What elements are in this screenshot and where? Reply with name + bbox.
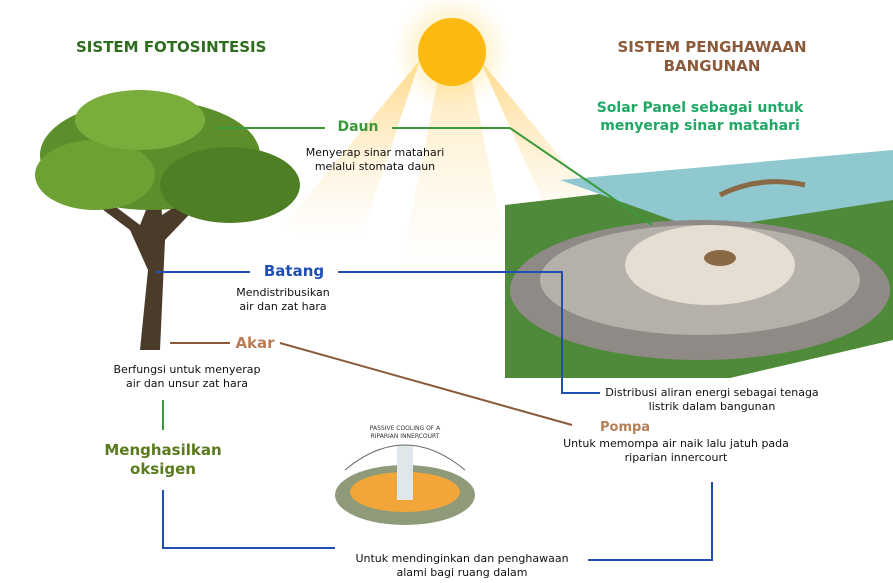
- text-line: Solar Panel sebagai untuk: [597, 100, 804, 118]
- text-line: RIPARIAN INNERCOURT: [370, 433, 441, 441]
- text-line: Menyerap sinar matahari: [306, 146, 445, 160]
- text-line: menyerap sinar matahari: [597, 118, 804, 136]
- title-line: SISTEM PENGHAWAAN: [617, 38, 806, 57]
- page: SISTEM FOTOSINTESIS SISTEM PENGHAWAANBAN…: [0, 0, 893, 583]
- left-title: SISTEM FOTOSINTESIS: [76, 38, 266, 57]
- text-line: PASSIVE COOLING OF A: [370, 425, 441, 433]
- akar-label: Akar: [235, 334, 274, 353]
- batang-label: Batang: [264, 262, 324, 281]
- text-line: Distribusi aliran energi sebagai tenaga: [605, 386, 818, 400]
- text-line: air dan zat hara: [236, 300, 330, 314]
- cooling-diagram: [335, 445, 475, 525]
- daun-label: Daun: [337, 119, 378, 137]
- text-line: air dan unsur zat hara: [114, 377, 261, 391]
- pompa-label: Pompa: [600, 420, 650, 436]
- text-line: riparian innercourt: [563, 451, 789, 465]
- text-line: oksigen: [104, 460, 221, 479]
- text-line: listrik dalam bangunan: [605, 400, 818, 414]
- text-line: Mendistribusikan: [236, 286, 330, 300]
- text-line: alami bagi ruang dalam: [355, 566, 568, 580]
- title-line: BANGUNAN: [617, 57, 806, 76]
- text-line: Untuk memompa air naik lalu jatuh pada: [563, 437, 789, 451]
- text-line: Menghasilkan: [104, 441, 221, 460]
- illustration: [0, 0, 893, 583]
- text-line: Berfungsi untuk menyerap: [114, 363, 261, 377]
- text-line: Untuk mendinginkan dan penghawaan: [355, 552, 568, 566]
- text-line: melalui stomata daun: [306, 160, 445, 174]
